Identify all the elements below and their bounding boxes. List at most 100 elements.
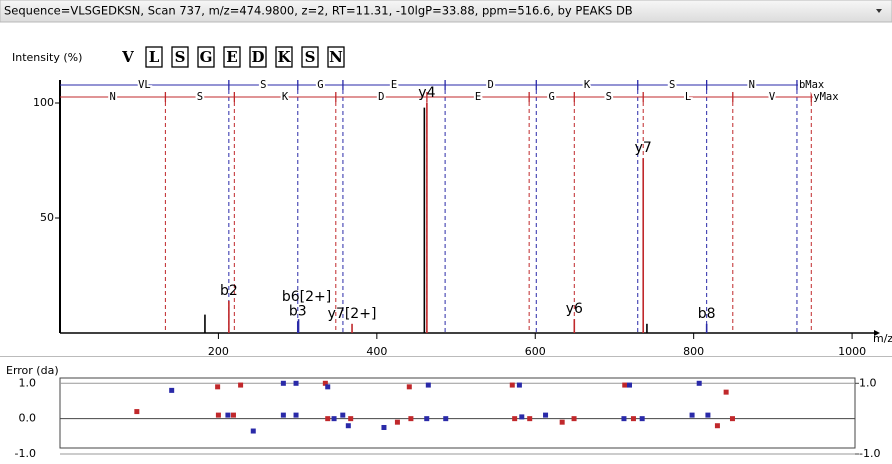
error-point [408, 416, 414, 422]
ladder-label: S [606, 91, 612, 103]
error-point [705, 412, 711, 418]
error-point [723, 389, 729, 395]
ion-label: y6 [566, 301, 583, 317]
error-point [425, 382, 431, 388]
residue: S [305, 48, 316, 66]
error-point [250, 428, 256, 434]
y-axis-label: Error (da) [6, 364, 59, 377]
error-point [627, 382, 633, 388]
x-tick-label: 400 [366, 345, 387, 358]
error-point [169, 387, 175, 393]
y-tick-label: 0.0 [19, 412, 37, 425]
residue-box [197, 46, 215, 68]
error-point [230, 412, 236, 418]
residue-box [249, 46, 267, 68]
y-tick-label: -1.0 [15, 447, 36, 460]
error-point [639, 416, 645, 422]
ladder-label: VL [138, 79, 151, 91]
ladder-label: D [378, 91, 384, 103]
error-point [424, 416, 430, 422]
error-point [714, 423, 720, 429]
residue: E [226, 48, 237, 66]
error-point [293, 412, 299, 418]
error-point [571, 416, 577, 422]
error-point [696, 380, 702, 386]
plot-frame [59, 377, 856, 449]
ion-label: y7[2+] [328, 306, 377, 322]
y-tick-label: 50 [40, 211, 54, 224]
ladder-label: D [488, 79, 494, 91]
ladder-label: S [197, 91, 203, 103]
error-point [134, 409, 140, 415]
error-point [509, 382, 515, 388]
ion-label: b3 [289, 304, 307, 320]
error-point [340, 412, 346, 418]
x-tick-label: 800 [683, 345, 704, 358]
error-point [512, 416, 518, 422]
error-point [325, 416, 331, 422]
error-point [630, 416, 636, 422]
ladder-label: E [391, 79, 397, 91]
error-point [215, 412, 221, 418]
residue: K [277, 48, 291, 66]
ladder-label: E [475, 91, 481, 103]
residue: G [200, 48, 213, 66]
error-point [280, 412, 286, 418]
error-point [519, 414, 525, 420]
ladder-label: yMax [813, 91, 838, 103]
error-point [325, 384, 331, 390]
error-point [331, 416, 337, 422]
x-tick-label: 600 [525, 345, 546, 358]
error-point [293, 380, 299, 386]
error-point [543, 412, 549, 418]
residue-box [145, 46, 163, 68]
header-text: Sequence=VLSGEDKSN, Scan 737, m/z=474.98… [4, 4, 633, 18]
ladder-label: bMax [799, 79, 824, 91]
error-point [559, 419, 565, 425]
header-bar [0, 0, 892, 23]
x-tick-label: 1000 [838, 345, 866, 358]
error-point [527, 416, 533, 422]
x-axis-label: m/z [873, 332, 892, 345]
ion-label: b6[2+] [282, 289, 331, 305]
residue: D [251, 48, 264, 66]
y2-tick-label: 1.0 [859, 376, 877, 389]
error-point [348, 416, 354, 422]
ladder-label: S [260, 79, 266, 91]
error-point [689, 412, 695, 418]
ion-label: y4 [418, 85, 435, 101]
ladder-label: K [282, 91, 289, 103]
ion-label: y7 [635, 140, 652, 156]
residue: S [175, 48, 186, 66]
y2-tick-label: -1.0 [859, 447, 880, 460]
residue-box [223, 46, 241, 68]
x-axis-arrow [874, 330, 880, 336]
residue-box [171, 46, 189, 68]
error-point [215, 384, 221, 390]
ladder-label: V [769, 91, 776, 103]
error-point [238, 382, 244, 388]
ladder-label: L [685, 91, 691, 103]
residue-box [275, 46, 293, 68]
ion-label: b2 [220, 283, 238, 299]
ladder-label: N [749, 79, 755, 91]
error-point [729, 416, 735, 422]
error-point [225, 412, 231, 418]
error-point [406, 384, 412, 390]
error-point [381, 424, 387, 430]
ladder-label: G [549, 91, 555, 103]
error-point [622, 382, 628, 388]
x-tick-label: 200 [208, 345, 229, 358]
error-point [280, 380, 286, 386]
residue: V [121, 48, 134, 66]
residue: N [329, 48, 343, 66]
ladder-label: K [584, 79, 591, 91]
error-point [443, 416, 449, 422]
dropdown-arrow[interactable] [876, 9, 882, 13]
y-tick-label: 1.0 [19, 376, 37, 389]
error-point [394, 419, 400, 425]
error-point [345, 423, 351, 429]
ion-label: b8 [698, 306, 716, 322]
